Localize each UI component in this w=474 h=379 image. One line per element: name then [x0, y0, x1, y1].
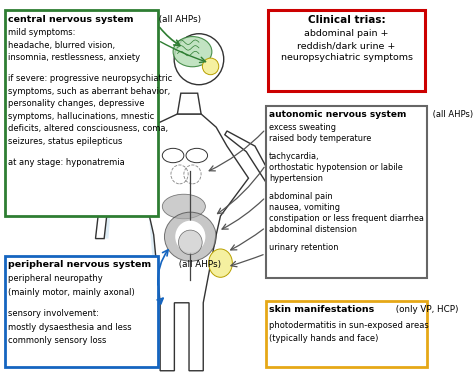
Text: urinary retention: urinary retention — [269, 243, 338, 252]
FancyBboxPatch shape — [5, 255, 158, 367]
Ellipse shape — [209, 249, 232, 277]
Ellipse shape — [186, 148, 208, 163]
Text: skin manifestations: skin manifestations — [269, 305, 374, 315]
Text: mostly dysaesthesia and less: mostly dysaesthesia and less — [9, 323, 132, 332]
Text: deficits, altered consciousness, coma,: deficits, altered consciousness, coma, — [9, 124, 169, 133]
Text: (typically hands and face): (typically hands and face) — [269, 334, 379, 343]
Text: photodermatitis in sun-exposed areas: photodermatitis in sun-exposed areas — [269, 321, 429, 329]
Text: peripheral nervous system: peripheral nervous system — [9, 260, 152, 269]
Text: personality changes, depressive: personality changes, depressive — [9, 99, 145, 108]
Text: if severe: progressive neuropsychiatric: if severe: progressive neuropsychiatric — [9, 74, 173, 83]
Text: mild symptoms:: mild symptoms: — [9, 28, 76, 37]
Text: Clinical trias:: Clinical trias: — [308, 15, 385, 25]
Text: nausea, vomiting: nausea, vomiting — [269, 203, 340, 211]
Text: raised body temperature: raised body temperature — [269, 134, 371, 143]
Text: orthostatic hypotension or labile: orthostatic hypotension or labile — [269, 163, 402, 172]
Ellipse shape — [162, 194, 205, 219]
Ellipse shape — [202, 58, 219, 75]
Text: hypertension: hypertension — [269, 174, 323, 183]
Text: abdominal distension: abdominal distension — [269, 224, 357, 233]
Text: abdominal pain: abdominal pain — [269, 192, 332, 200]
Ellipse shape — [174, 34, 224, 85]
Text: insomnia, restlessness, anxiety: insomnia, restlessness, anxiety — [9, 53, 141, 62]
Text: (all AHPs): (all AHPs) — [176, 260, 221, 269]
Text: central nervous system: central nervous system — [9, 15, 134, 23]
Text: (only VP, HCP): (only VP, HCP) — [392, 305, 458, 315]
Text: (all AHPs): (all AHPs) — [155, 15, 201, 23]
Text: commonly sensory loss: commonly sensory loss — [9, 336, 107, 345]
Text: sensory involvement:: sensory involvement: — [9, 310, 100, 318]
FancyBboxPatch shape — [266, 106, 428, 278]
Polygon shape — [121, 114, 248, 371]
Text: abdominal pain +
reddish/dark urine +
neuropsychiatric symptoms: abdominal pain + reddish/dark urine + ne… — [281, 29, 412, 62]
Polygon shape — [95, 131, 152, 239]
Text: excess sweating: excess sweating — [269, 123, 336, 132]
FancyBboxPatch shape — [268, 10, 425, 91]
Ellipse shape — [173, 36, 212, 67]
Polygon shape — [95, 146, 169, 303]
Text: autonomic nervous system: autonomic nervous system — [269, 110, 406, 119]
Ellipse shape — [179, 230, 202, 255]
Text: headache, blurred vision,: headache, blurred vision, — [9, 41, 116, 50]
FancyBboxPatch shape — [266, 301, 428, 367]
Text: at any stage: hyponatremia: at any stage: hyponatremia — [9, 158, 125, 167]
Text: symptoms, hallucinations, mnestic: symptoms, hallucinations, mnestic — [9, 112, 155, 121]
Text: symptoms, such as aberrant behavior,: symptoms, such as aberrant behavior, — [9, 87, 171, 96]
Text: (mainly motor, mainly axonal): (mainly motor, mainly axonal) — [9, 288, 135, 297]
Text: constipation or less frequent diarrhea: constipation or less frequent diarrhea — [269, 213, 424, 222]
Text: tachycardia,: tachycardia, — [269, 152, 319, 161]
Polygon shape — [225, 131, 281, 239]
FancyBboxPatch shape — [5, 10, 158, 216]
Ellipse shape — [175, 221, 205, 253]
Polygon shape — [177, 93, 201, 114]
Ellipse shape — [162, 148, 184, 163]
Text: peripheral neuropathy: peripheral neuropathy — [9, 274, 103, 283]
Ellipse shape — [164, 212, 216, 261]
Text: seizures, status epilepticus: seizures, status epilepticus — [9, 137, 123, 146]
Text: (all AHPs): (all AHPs) — [430, 110, 473, 119]
